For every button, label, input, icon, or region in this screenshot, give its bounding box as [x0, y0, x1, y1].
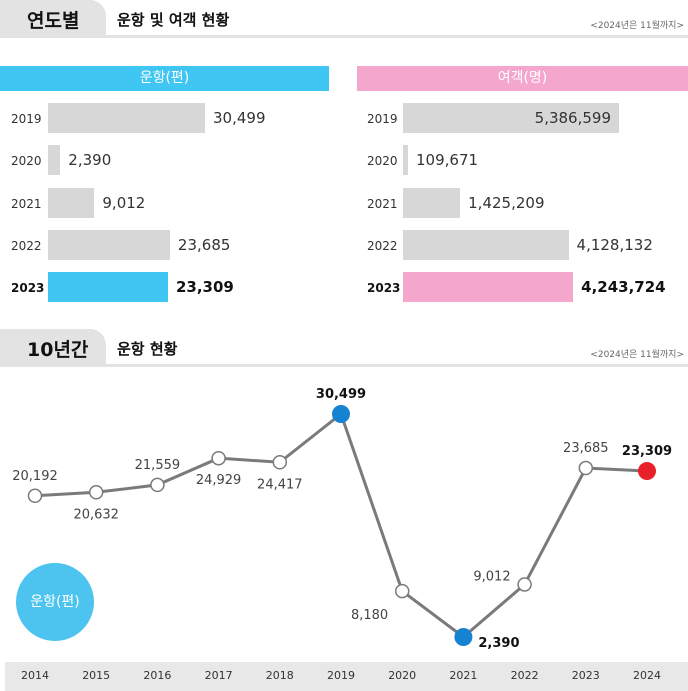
x-tick-label: 2022: [510, 669, 539, 682]
data-point: [394, 583, 410, 599]
passenger-year-label: 2019: [367, 112, 398, 126]
series-line: [34, 411, 648, 639]
x-tick-label: 2024: [633, 669, 661, 682]
flight-year-label: 2022: [11, 239, 42, 253]
data-point: [638, 462, 656, 481]
flight-value-label: 30,499: [213, 109, 266, 127]
section-title: 운항 및 여객 현황: [117, 11, 230, 29]
passenger-value-label: 109,671: [416, 151, 479, 169]
passenger-year-label: 2020: [367, 154, 398, 168]
x-tick-label: 2023: [571, 669, 600, 682]
passenger-bar: [403, 145, 408, 175]
passenger-bar: [403, 230, 569, 260]
data-point: [211, 450, 226, 466]
data-label: 21,559: [135, 458, 181, 473]
data-label: 30,499: [316, 387, 366, 402]
data-point: [578, 460, 594, 476]
x-tick-label: 2016: [143, 669, 172, 682]
flight-value-label: 2,390: [68, 151, 112, 169]
x-tick-label: 2018: [265, 669, 294, 682]
flight-bar: [48, 188, 95, 218]
section-divider: [106, 35, 688, 38]
flight-year-label: 2021: [11, 197, 42, 211]
flight-bar: [48, 272, 168, 302]
data-point: [332, 405, 350, 423]
passenger-value-label: 4,128,132: [576, 236, 653, 254]
x-tick-label: 2015: [82, 669, 111, 682]
data-label: 20,192: [12, 469, 58, 484]
data-label: 23,685: [563, 441, 609, 456]
passenger-value-label: 4,243,724: [581, 278, 666, 296]
x-tick-label: 2019: [327, 669, 355, 682]
data-label: 20,632: [73, 507, 119, 522]
passenger-year-label: 2023: [367, 281, 401, 295]
data-label: 8,180: [351, 608, 388, 623]
passenger-year-label: 2022: [367, 239, 398, 253]
passenger-bar: [403, 103, 619, 133]
data-label: 23,309: [622, 444, 672, 459]
section-header-yearly: 연도별 운항 및 여객 현황 <2024년은 11월까지>: [0, 0, 688, 38]
data-point: [27, 488, 43, 504]
passenger-bar: [403, 188, 461, 218]
data-point: [88, 485, 104, 500]
section-tab-label: 10년간: [27, 339, 89, 361]
passenger-value-label: 1,425,209: [468, 194, 545, 212]
section-note: <2024년은 11월까지>: [590, 21, 684, 31]
x-tick-label: 2021: [449, 669, 478, 682]
series-badge: 운항(편): [16, 563, 94, 641]
section-tab: 10년간: [0, 329, 106, 367]
passenger-bar: [403, 272, 574, 302]
data-point: [454, 628, 473, 646]
flight-year-label: 2020: [11, 154, 42, 168]
data-label: 9,012: [473, 569, 510, 584]
data-label: 24,929: [196, 473, 242, 488]
flight-value-label: 9,012: [102, 194, 146, 212]
passenger-panel-header: 여객(명): [357, 66, 688, 91]
x-tick-label: 2017: [204, 669, 233, 682]
section-divider: [106, 364, 688, 367]
section-tab: 연도별: [0, 0, 106, 38]
passenger-value-label: 5,386,599: [534, 109, 611, 127]
flight-value-label: 23,685: [177, 236, 231, 254]
x-tick-label: 2020: [388, 669, 417, 682]
section-header-decade: 10년간 운항 현황 <2024년은 11월까지>: [0, 329, 688, 367]
passenger-year-label: 2021: [367, 197, 398, 211]
flight-panel-header: 운항(편): [0, 66, 329, 91]
flight-year-label: 2023: [11, 281, 45, 295]
flight-bar: [48, 145, 61, 175]
data-point: [150, 477, 165, 493]
x-axis-band: [5, 662, 688, 691]
flight-bar: [48, 103, 205, 133]
x-tick-label: 2014: [21, 669, 49, 682]
data-point: [517, 577, 532, 592]
flight-bar: [48, 230, 170, 260]
flight-value-label: 23,309: [175, 278, 234, 296]
data-label: 2,390: [478, 636, 519, 651]
flight-year-label: 2019: [11, 112, 42, 126]
section-note: <2024년은 11월까지>: [590, 350, 684, 360]
section-title: 운항 현황: [117, 340, 178, 358]
data-label: 24,417: [257, 477, 303, 492]
section-tab-label: 연도별: [27, 10, 80, 32]
data-point: [272, 455, 288, 470]
